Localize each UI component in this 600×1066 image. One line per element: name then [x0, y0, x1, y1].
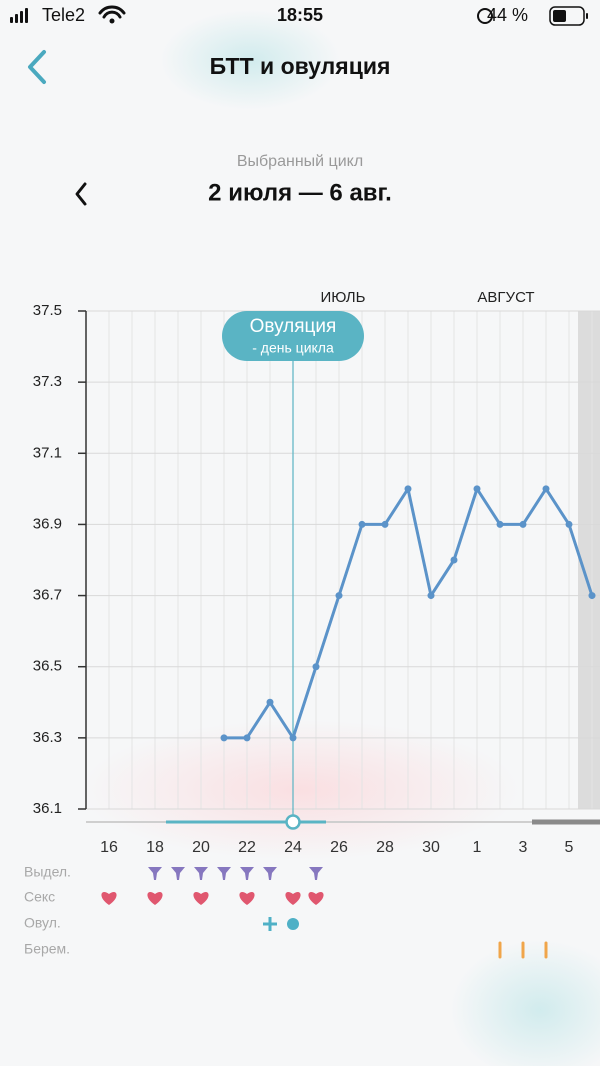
wifi-icon: [98, 5, 126, 19]
row-label: Овул.: [24, 915, 61, 931]
signal-bar: [20, 11, 23, 23]
month-label: АВГУСТ: [477, 289, 534, 306]
temperature-point: [335, 592, 343, 600]
discharge-icon: [194, 867, 208, 880]
temperature-point: [588, 592, 596, 600]
y-tick-label: 37.5: [33, 302, 62, 319]
carrier: Tele2: [42, 5, 85, 25]
temperature-point: [519, 520, 527, 528]
ovulation-test-icon: [263, 917, 277, 931]
y-tick-label: 36.1: [33, 800, 62, 817]
wifi-icon: [109, 18, 115, 24]
x-tick-label: 30: [422, 839, 440, 856]
y-tick-label: 36.5: [33, 658, 62, 675]
x-tick-label: 18: [146, 839, 164, 856]
x-tick-label: 1: [473, 839, 482, 856]
discharge-icon: [263, 867, 277, 880]
timeline-handle: [285, 814, 301, 830]
temperature-point: [243, 734, 251, 742]
ovulation-title: Овуляция: [250, 316, 337, 337]
temperature-point: [312, 663, 320, 671]
month-label: ИЮЛЬ: [321, 289, 366, 306]
temperature-point: [266, 698, 274, 706]
row-label: Берем.: [24, 941, 70, 957]
cycle-caption: Выбранный цикл: [237, 153, 363, 170]
back-button[interactable]: [28, 50, 46, 84]
heart-icon: [239, 892, 255, 905]
page-title: БТТ и овуляция: [210, 53, 391, 79]
x-tick-label: 16: [100, 839, 118, 856]
temperature-point: [565, 520, 573, 528]
battery-tip: [586, 13, 588, 19]
temperature-point: [404, 485, 412, 493]
battery-level: [553, 10, 566, 22]
y-tick-label: 37.1: [33, 444, 62, 461]
ovulation-note: - день цикла: [252, 340, 334, 356]
future-shade: [578, 311, 600, 809]
temperature-point: [220, 734, 228, 742]
x-tick-label: 20: [192, 839, 210, 856]
row-label: Выдел.: [24, 864, 71, 880]
signal-bar: [25, 8, 28, 23]
x-tick-label: 22: [238, 839, 256, 856]
time: 18:55: [277, 5, 323, 25]
y-tick-label: 36.9: [33, 515, 62, 532]
discharge-icon: [309, 867, 323, 880]
x-tick-label: 5: [565, 839, 574, 856]
x-tick-label: 3: [519, 839, 528, 856]
row-label: Секс: [24, 889, 55, 905]
discharge-icon: [240, 867, 254, 880]
signal-bar: [10, 17, 13, 23]
temperature-point: [381, 520, 389, 528]
status-bar: Tele2 18:55 44 %: [10, 5, 588, 26]
x-tick-label: 28: [376, 839, 394, 856]
heart-icon: [101, 892, 117, 905]
battery-text: 44 %: [487, 5, 528, 25]
heart-icon: [147, 892, 163, 905]
temperature-point: [473, 485, 481, 493]
temperature-point: [289, 734, 297, 742]
x-tick-label: 24: [284, 839, 302, 856]
discharge-icon: [217, 867, 231, 880]
battery-icon: [549, 6, 585, 26]
glow: [80, 720, 520, 860]
heart-icon: [308, 892, 324, 905]
temperature-point: [427, 592, 435, 600]
previous-cycle[interactable]: [75, 182, 87, 206]
lock-icon: [477, 8, 493, 24]
x-tick-label: 26: [330, 839, 348, 856]
temperature-point: [450, 556, 458, 564]
ovulation-icon: [287, 918, 299, 930]
chart: 36.1 36.3 36.5 36.7 36.9 37.1 37.3 37.5 ИЮЛЬ АВГУ…: [24, 289, 600, 959]
y-tick-label: 37.3: [33, 373, 62, 390]
glow: [450, 940, 600, 1066]
signal-bar: [15, 14, 18, 23]
ovulation-badge: [222, 311, 364, 361]
heart-icon: [193, 892, 209, 905]
temperature-point: [496, 520, 504, 528]
heart-icon: [285, 892, 301, 905]
y-tick-label: 36.7: [33, 587, 62, 604]
discharge-icon: [171, 867, 185, 880]
glow: [160, 10, 340, 110]
y-tick-label: 36.3: [33, 729, 62, 746]
temperature-point: [358, 520, 366, 528]
discharge-icon: [148, 867, 162, 880]
cycle-range: 2 июля — 6 авг.: [208, 179, 392, 206]
temperature-point: [542, 485, 550, 493]
